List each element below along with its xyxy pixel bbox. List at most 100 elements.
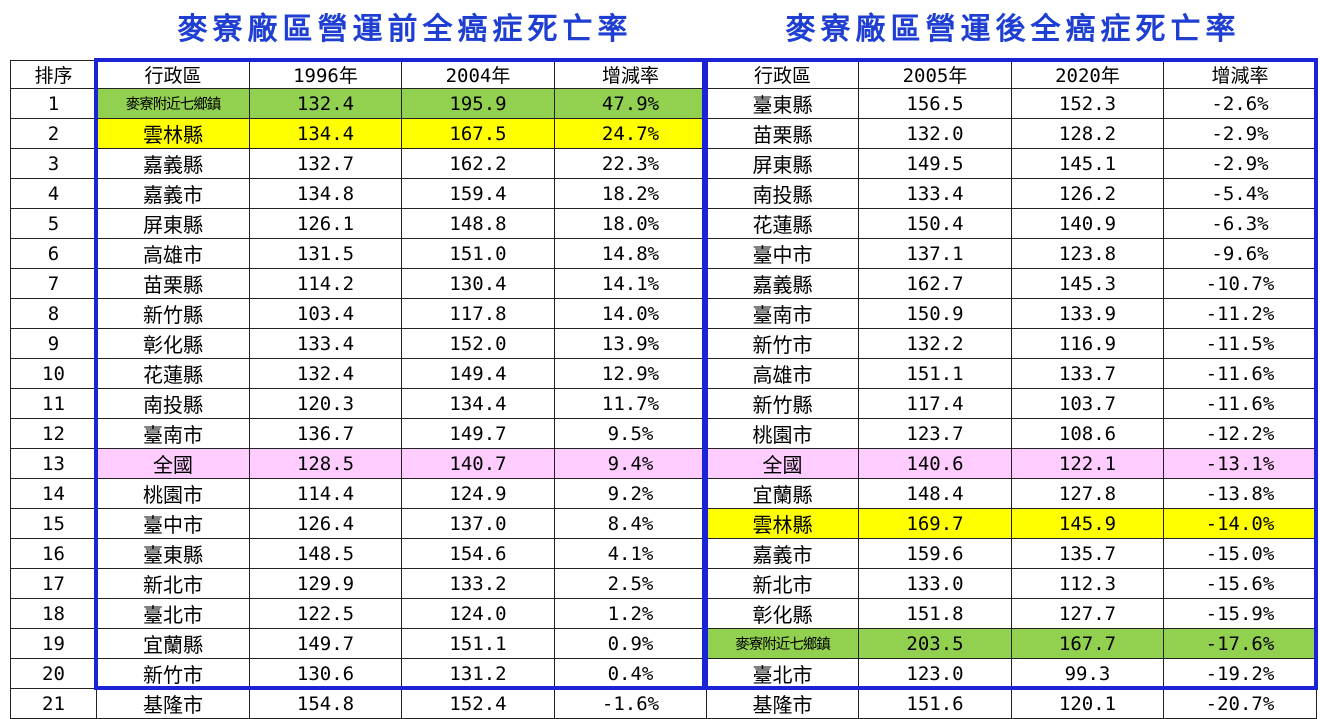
left-value-2-cell: 154.6 — [401, 538, 555, 569]
left-rate-cell: 22.3% — [554, 148, 707, 179]
left-region-cell: 基隆市 — [96, 688, 250, 719]
right-rate-cell: -6.3% — [1163, 208, 1317, 239]
right-rate-cell: -11.6% — [1163, 388, 1317, 419]
right-rate-cell: -13.1% — [1163, 448, 1317, 479]
right-region-cell: 南投縣 — [706, 178, 859, 209]
table-row: 15 臺中市 126.4 137.0 8.4% 雲林縣 169.7 145.9 -14.0% — [10, 508, 1317, 539]
left-value-2-cell: 134.4 — [401, 388, 555, 419]
left-value-1-cell: 132.4 — [249, 358, 402, 389]
right-rate-cell: -2.9% — [1163, 148, 1317, 179]
left-rate-cell: 18.0% — [554, 208, 707, 239]
header-left-region: 行政區 — [96, 60, 250, 89]
header-left-year-2004: 2004年 — [401, 60, 555, 89]
left-region-cell: 南投縣 — [96, 388, 250, 419]
right-value-2-cell: 120.1 — [1011, 688, 1164, 719]
left-rate-cell: 11.7% — [554, 388, 707, 419]
right-value-2-cell: 128.2 — [1011, 118, 1164, 149]
left-rate-cell: 18.2% — [554, 178, 707, 209]
right-rate-cell: -20.7% — [1163, 688, 1317, 719]
table-row: 10 花蓮縣 132.4 149.4 12.9% 高雄市 151.1 133.7 -11.6% — [10, 358, 1317, 389]
right-value-2-cell: 140.9 — [1011, 208, 1164, 239]
right-value-2-cell: 123.8 — [1011, 238, 1164, 269]
right-region-cell: 新竹市 — [706, 328, 859, 359]
right-value-1-cell: 137.1 — [858, 238, 1012, 269]
left-value-1-cell: 103.4 — [249, 298, 402, 329]
right-rate-cell: -5.4% — [1163, 178, 1317, 209]
left-region-cell: 臺東縣 — [96, 538, 250, 569]
left-rate-cell: 9.2% — [554, 478, 707, 509]
left-value-2-cell: 140.7 — [401, 448, 555, 479]
left-table-title: 麥寮廠區營運前全癌症死亡率 — [177, 12, 633, 47]
table-row: 18 臺北市 122.5 124.0 1.2% 彰化縣 151.8 127.7 -15.9% — [10, 598, 1317, 629]
rank-cell: 18 — [10, 598, 97, 629]
rank-cell: 17 — [10, 568, 97, 599]
left-value-2-cell: 159.4 — [401, 178, 555, 209]
right-value-2-cell: 145.3 — [1011, 268, 1164, 299]
left-region-cell: 彰化縣 — [96, 328, 250, 359]
right-value-1-cell: 169.7 — [858, 508, 1012, 539]
right-value-1-cell: 150.9 — [858, 298, 1012, 329]
left-value-2-cell: 149.7 — [401, 418, 555, 449]
rank-cell: 13 — [10, 448, 97, 479]
right-value-1-cell: 123.0 — [858, 658, 1012, 689]
left-value-2-cell: 162.2 — [401, 148, 555, 179]
table-row: 3 嘉義縣 132.7 162.2 22.3% 屏東縣 149.5 145.1 -2.9% — [10, 148, 1317, 179]
left-value-1-cell: 126.1 — [249, 208, 402, 239]
rank-cell: 16 — [10, 538, 97, 569]
left-value-2-cell: 148.8 — [401, 208, 555, 239]
right-value-1-cell: 132.2 — [858, 328, 1012, 359]
right-value-1-cell: 133.4 — [858, 178, 1012, 209]
right-region-cell: 臺中市 — [706, 238, 859, 269]
table-row: 21 基隆市 154.8 152.4 -1.6% 基隆市 151.6 120.1 -20.7% — [10, 688, 1317, 719]
rank-cell: 4 — [10, 178, 97, 209]
left-value-2-cell: 124.0 — [401, 598, 555, 629]
table-row: 8 新竹縣 103.4 117.8 14.0% 臺南市 150.9 133.9 -11.2% — [10, 298, 1317, 329]
left-rate-cell: 1.2% — [554, 598, 707, 629]
right-region-cell: 彰化縣 — [706, 598, 859, 629]
right-region-cell: 臺東縣 — [706, 88, 859, 119]
left-region-cell: 嘉義縣 — [96, 148, 250, 179]
right-region-cell: 新竹縣 — [706, 388, 859, 419]
right-rate-cell: -11.6% — [1163, 358, 1317, 389]
rank-cell: 9 — [10, 328, 97, 359]
rank-cell: 8 — [10, 298, 97, 329]
rank-cell: 12 — [10, 418, 97, 449]
right-region-cell: 新北市 — [706, 568, 859, 599]
right-region-cell: 雲林縣 — [706, 508, 859, 539]
left-value-2-cell: 195.9 — [401, 88, 555, 119]
right-value-2-cell: 152.3 — [1011, 88, 1164, 119]
table-row: 6 高雄市 131.5 151.0 14.8% 臺中市 137.1 123.8 -9.6% — [10, 238, 1317, 269]
left-value-2-cell: 151.0 — [401, 238, 555, 269]
left-value-2-cell: 131.2 — [401, 658, 555, 689]
right-value-1-cell: 133.0 — [858, 568, 1012, 599]
right-value-2-cell: 127.8 — [1011, 478, 1164, 509]
right-value-1-cell: 151.8 — [858, 598, 1012, 629]
right-region-cell: 臺北市 — [706, 658, 859, 689]
rank-cell: 21 — [10, 688, 97, 719]
left-value-1-cell: 122.5 — [249, 598, 402, 629]
left-region-cell: 新竹縣 — [96, 298, 250, 329]
rank-cell: 1 — [10, 88, 97, 119]
header-left-rate: 增減率 — [554, 60, 707, 89]
left-rate-cell: -1.6% — [554, 688, 707, 719]
left-rate-cell: 2.5% — [554, 568, 707, 599]
right-rate-cell: -19.2% — [1163, 658, 1317, 689]
right-value-1-cell: 140.6 — [858, 448, 1012, 479]
right-value-2-cell: 133.7 — [1011, 358, 1164, 389]
right-value-1-cell: 150.4 — [858, 208, 1012, 239]
right-region-cell: 苗栗縣 — [706, 118, 859, 149]
left-rate-cell: 14.1% — [554, 268, 707, 299]
right-region-cell: 高雄市 — [706, 358, 859, 389]
left-rate-cell: 9.5% — [554, 418, 707, 449]
left-rate-cell: 24.7% — [554, 118, 707, 149]
right-value-2-cell: 112.3 — [1011, 568, 1164, 599]
right-value-1-cell: 149.5 — [858, 148, 1012, 179]
left-rate-cell: 14.0% — [554, 298, 707, 329]
left-value-1-cell: 131.5 — [249, 238, 402, 269]
right-rate-cell: -13.8% — [1163, 478, 1317, 509]
left-value-1-cell: 134.4 — [249, 118, 402, 149]
left-value-1-cell: 134.8 — [249, 178, 402, 209]
right-region-cell: 全國 — [706, 448, 859, 479]
left-region-cell: 新竹市 — [96, 658, 250, 689]
left-rate-cell: 0.4% — [554, 658, 707, 689]
